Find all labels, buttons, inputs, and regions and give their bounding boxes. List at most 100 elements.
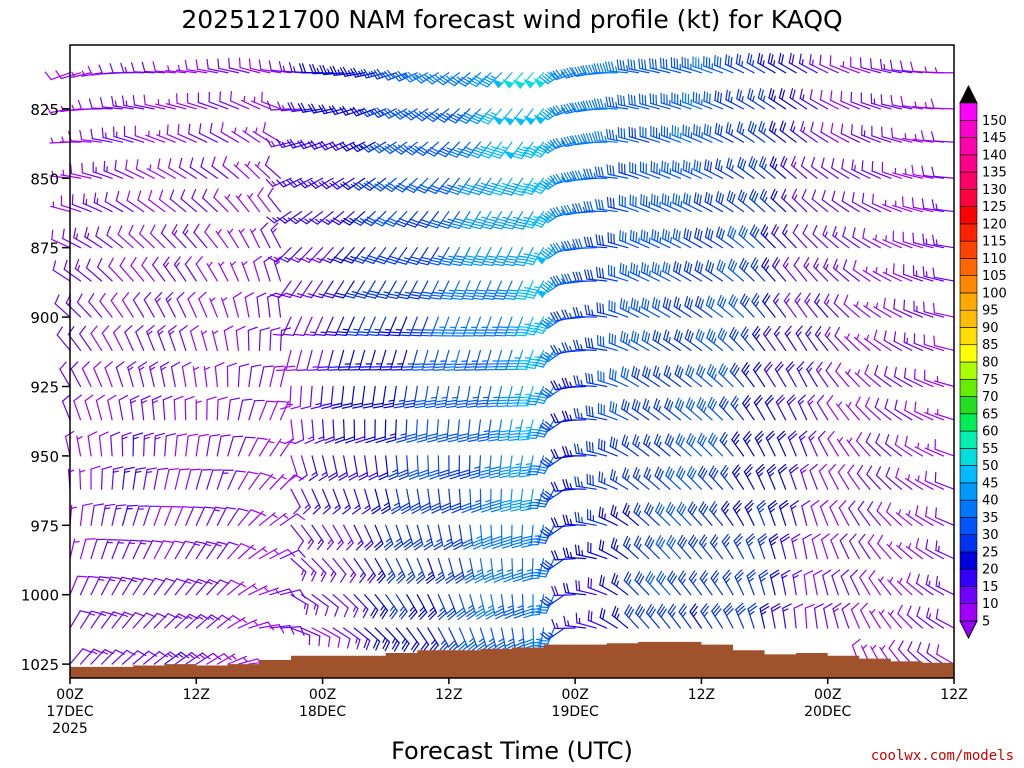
wind-barb — [352, 385, 366, 409]
wind-barb — [785, 361, 797, 388]
wind-barb — [385, 627, 400, 652]
wind-barb — [644, 535, 660, 560]
colorbar-label: 15 — [982, 580, 999, 595]
wind-barb — [122, 466, 135, 490]
wind-barb — [787, 430, 798, 457]
wind-barb — [227, 543, 251, 560]
wind-barb — [332, 594, 349, 618]
wind-barb — [374, 558, 386, 584]
wind-barb — [585, 372, 608, 388]
wind-barb — [902, 231, 924, 249]
wind-barb — [418, 455, 430, 480]
wind-barb — [560, 67, 587, 79]
wind-barb — [839, 533, 850, 560]
wind-barb — [916, 642, 934, 665]
wind-barb — [135, 325, 145, 351]
wind-barb — [457, 419, 471, 443]
wind-barb — [875, 466, 892, 490]
wind-barb — [857, 500, 871, 526]
wind-barb — [664, 397, 681, 421]
wind-barb — [608, 332, 629, 351]
wind-barb — [575, 579, 597, 596]
x-tick-label: 17DEC — [46, 704, 93, 720]
wind-barb — [184, 395, 195, 421]
wind-barb — [853, 301, 871, 318]
wind-barb — [727, 258, 745, 282]
wind-barb — [195, 652, 222, 665]
wind-barb — [76, 435, 83, 457]
wind-barb — [348, 455, 359, 481]
colorbar-swatch — [959, 327, 978, 346]
wind-barb — [897, 604, 913, 629]
wind-barb — [802, 533, 812, 560]
wind-barb — [269, 365, 285, 388]
wind-barb — [710, 570, 724, 596]
wind-barb — [203, 366, 211, 388]
wind-barb — [404, 177, 429, 194]
wind-barb — [688, 534, 703, 560]
wind-barb — [423, 524, 434, 551]
wind-barb — [756, 500, 767, 526]
wind-barb — [380, 488, 391, 515]
wind-barb — [182, 223, 197, 249]
wind-barb — [800, 121, 818, 143]
wind-barb — [310, 385, 324, 410]
wind-barb — [185, 652, 211, 665]
wind-barb — [683, 260, 703, 282]
wind-barb — [609, 400, 629, 421]
wind-barb — [328, 349, 345, 371]
wind-barb — [270, 222, 282, 249]
wind-barb — [667, 570, 681, 596]
wind-barb — [801, 188, 818, 213]
wind-barb — [418, 247, 439, 266]
wind-barb — [95, 226, 113, 249]
colorbar-swatch — [959, 396, 978, 415]
wind-barb — [93, 192, 113, 213]
wind-barb — [314, 316, 334, 336]
wind-barb — [788, 463, 799, 490]
colorbar-label: 10 — [982, 597, 999, 612]
wind-barb — [574, 544, 597, 560]
wind-barb — [698, 534, 713, 560]
colorbar-label: 55 — [982, 442, 999, 457]
wind-barb — [831, 190, 850, 213]
wind-barb — [494, 594, 505, 620]
wind-barb — [847, 464, 860, 490]
wind-barb — [896, 577, 913, 596]
wind-barb — [922, 233, 945, 249]
wind-barb — [640, 262, 660, 282]
wind-barb — [620, 330, 639, 351]
wind-barb — [132, 95, 155, 110]
wind-barb — [624, 604, 639, 629]
wind-barb — [215, 229, 229, 249]
wind-barb — [248, 585, 269, 596]
wind-barb — [584, 304, 608, 318]
colorbar-label: 70 — [982, 390, 999, 405]
wind-barb — [216, 396, 228, 421]
wind-barb — [321, 594, 339, 617]
wind-barb — [338, 349, 355, 371]
wind-barb — [484, 316, 503, 337]
wind-barb — [208, 91, 229, 110]
wind-barb — [747, 602, 758, 629]
wind-barb — [343, 558, 357, 584]
wind-barb — [660, 125, 681, 143]
wind-barb — [191, 188, 208, 213]
wind-barb — [913, 333, 934, 351]
wind-barb — [698, 501, 713, 526]
wind-barb — [841, 158, 860, 179]
wind-barb — [374, 594, 389, 619]
wind-barb — [872, 234, 892, 249]
wind-barb — [364, 594, 379, 619]
colorbar-swatch — [959, 344, 978, 363]
wind-barb — [294, 419, 305, 445]
wind-barb — [642, 398, 660, 421]
wind-barb — [387, 280, 408, 300]
wind-barb — [258, 587, 280, 596]
wind-barb — [853, 334, 871, 351]
wind-barb — [743, 464, 755, 490]
wind-barb — [825, 362, 839, 388]
wind-barb — [121, 292, 134, 318]
wind-barb — [650, 161, 671, 179]
wind-barb — [818, 463, 829, 490]
